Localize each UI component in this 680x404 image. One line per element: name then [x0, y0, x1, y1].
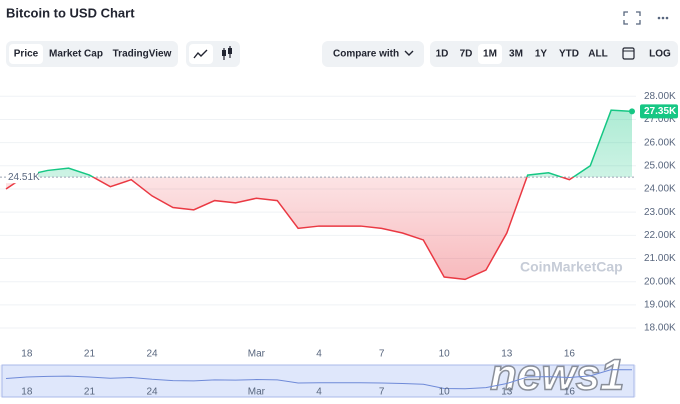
- navigator-tick-label: 18: [21, 387, 33, 398]
- navigator-line: [5, 369, 633, 390]
- range-button[interactable]: ALL: [588, 49, 607, 60]
- news-watermark: news1: [490, 351, 625, 400]
- y-tick-label: 20.00K: [644, 276, 676, 287]
- y-tick-label: 27.00K: [644, 114, 676, 125]
- y-tick-label: 26.00K: [644, 137, 676, 148]
- price-line-down: [5, 177, 575, 281]
- compare-label: Compare with: [333, 49, 399, 60]
- line-icon: [193, 49, 208, 59]
- y-tick-label: 28.00K: [644, 91, 676, 102]
- navigator-tick-label: 13: [501, 387, 513, 398]
- y-tick-label: 21.00K: [644, 253, 676, 264]
- range-active: [478, 44, 502, 64]
- candle-icon: [228, 48, 232, 54]
- navigator-tick-label: 10: [439, 387, 451, 398]
- x-tick-label: Mar: [248, 349, 266, 360]
- x-tick-label: 21: [84, 349, 96, 360]
- tab[interactable]: TradingView: [113, 49, 172, 60]
- range-button[interactable]: 1Y: [535, 49, 548, 60]
- chevron: [404, 50, 414, 56]
- compare-button[interactable]: [322, 41, 424, 67]
- tab-group: [6, 41, 178, 67]
- x-tick-label: 24: [147, 349, 159, 360]
- navigator-tick-label: 24: [147, 387, 159, 398]
- navigator-window: [1, 364, 635, 398]
- navigator-tick-label: Mar: [248, 387, 266, 398]
- y-tick-label: 25.00K: [644, 160, 676, 171]
- x-tick-label: 13: [501, 349, 513, 360]
- title: Bitcoin to USD Chart: [6, 5, 135, 20]
- y-tick-label: 23.00K: [644, 207, 676, 218]
- calendar-icon[interactable]: [622, 47, 635, 60]
- y-tick-label: 22.00K: [644, 230, 676, 241]
- x-tick-label: 18: [21, 349, 33, 360]
- line-button[interactable]: [189, 44, 213, 64]
- range-button[interactable]: YTD: [559, 49, 579, 60]
- x-tick-label: 16: [564, 349, 576, 360]
- log-button[interactable]: LOG: [649, 49, 671, 60]
- tab[interactable]: Market Cap: [49, 49, 103, 60]
- baseline-label: 24.51K: [8, 172, 40, 183]
- range-button[interactable]: 1M: [483, 49, 497, 60]
- y-tick-label: 18.00K: [644, 323, 676, 334]
- y-tick-label: 24.00K: [644, 184, 676, 195]
- navigator-tick-label: 21: [84, 387, 96, 398]
- x-tick-label: 7: [379, 349, 385, 360]
- last-label-bg: [640, 104, 678, 119]
- tab-active: [9, 44, 43, 64]
- navigator-tick-label: 7: [379, 387, 385, 398]
- candle-icon: [222, 50, 226, 56]
- last-point: [629, 108, 635, 115]
- x-tick-label: 4: [316, 349, 322, 360]
- baseline-label-bg: [6, 170, 38, 184]
- price-line-up: [22, 109, 633, 178]
- x-tick-label: 10: [439, 349, 451, 360]
- range-button[interactable]: 3M: [509, 49, 523, 60]
- tab[interactable]: Price: [14, 49, 39, 60]
- navigator-tick-label: 4: [316, 387, 322, 398]
- more-icon[interactable]: [657, 16, 669, 20]
- range-button[interactable]: 1D: [436, 49, 449, 60]
- expand-icon[interactable]: [623, 11, 641, 25]
- area-down: [6, 177, 632, 280]
- range-button[interactable]: 7D: [460, 49, 473, 60]
- navigator-tick-label: 16: [564, 387, 576, 398]
- y-tick-label: 19.00K: [644, 300, 676, 311]
- last-label: 27.35K: [644, 106, 677, 117]
- watermark: CoinMarketCap: [520, 259, 623, 275]
